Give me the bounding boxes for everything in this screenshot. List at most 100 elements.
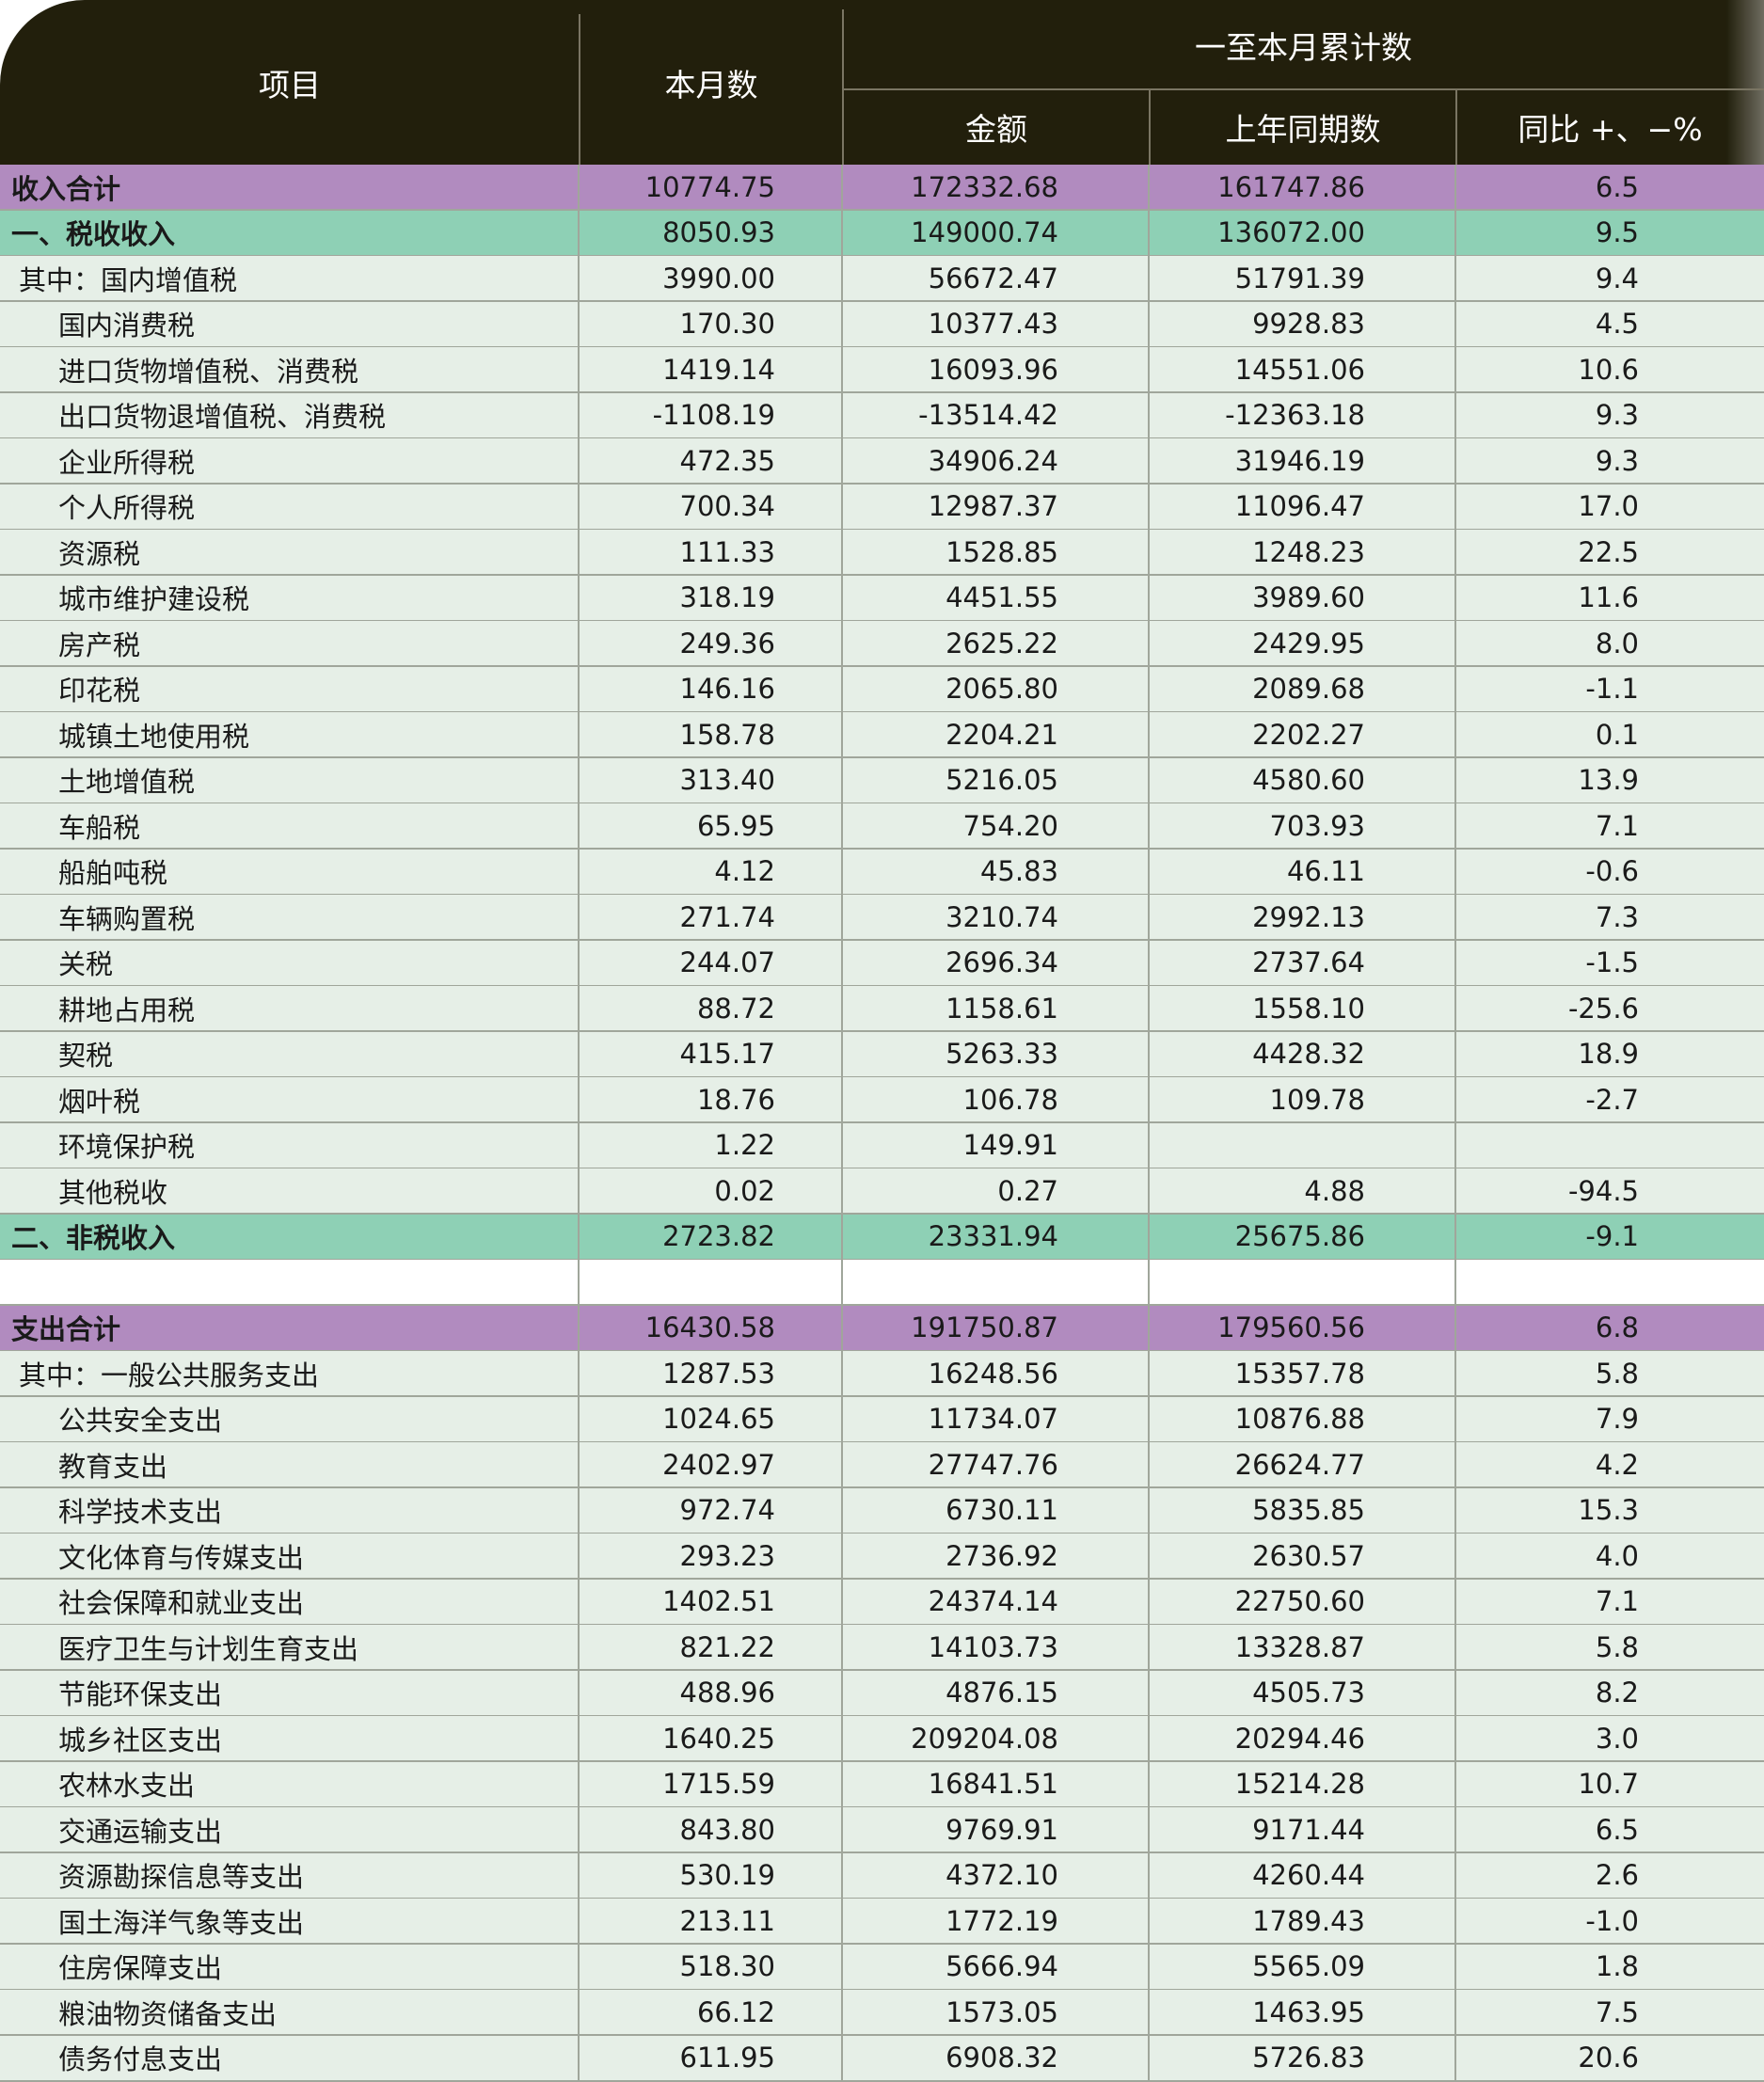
- row-label: 公共安全支出: [0, 1396, 580, 1443]
- table-row: 国内消费税 170.30 10377.43 9928.83 4.5: [0, 301, 1764, 348]
- row-yoy-value: 9.5: [1456, 211, 1764, 257]
- row-label: 其他税收: [0, 1168, 580, 1215]
- row-month-value: 821.22: [580, 1625, 843, 1671]
- row-label: 进口货物增值税、消费税: [0, 347, 580, 393]
- row-amount-value: 16248.56: [843, 1351, 1150, 1397]
- row-month-value: 843.80: [580, 1807, 843, 1853]
- row-amount-value: 10377.43: [843, 301, 1150, 348]
- row-amount-value: 2736.92: [843, 1534, 1150, 1580]
- header-shade: [1726, 0, 1764, 165]
- row-last-year-value: 2089.68: [1150, 666, 1456, 713]
- row-label: 船舶吨税: [0, 849, 580, 896]
- row-label: 城镇土地使用税: [0, 712, 580, 758]
- row-label: 教育支出: [0, 1442, 580, 1488]
- row-last-year-value: 13328.87: [1150, 1625, 1456, 1671]
- row-last-year-value: 1558.10: [1150, 986, 1456, 1032]
- row-yoy-value: 1.8: [1456, 1945, 1764, 1991]
- row-label: 粮油物资储备支出: [0, 1990, 580, 2036]
- row-label: 企业所得税: [0, 438, 580, 485]
- row-label: 国土海洋气象等支出: [0, 1899, 580, 1945]
- row-last-year-value: 46.11: [1150, 849, 1456, 896]
- row-label: 环境保护税: [0, 1122, 580, 1169]
- row-amount-value: 191750.87: [843, 1305, 1150, 1352]
- table-row: 收入合计 10774.75 172332.68 161747.86 6.5: [0, 165, 1764, 211]
- row-label: 土地增值税: [0, 757, 580, 804]
- table-row: 耕地占用税 88.72 1158.61 1558.10 -25.6: [0, 986, 1764, 1032]
- row-yoy-value: 8.2: [1456, 1671, 1764, 1717]
- row-yoy-value: 22.5: [1456, 530, 1764, 576]
- row-amount-value: 1573.05: [843, 1990, 1150, 2036]
- row-label: 交通运输支出: [0, 1807, 580, 1853]
- row-last-year-value: [1150, 1122, 1456, 1169]
- row-month-value: 249.36: [580, 621, 843, 667]
- row-label: 耕地占用税: [0, 986, 580, 1032]
- row-month-value: 313.40: [580, 757, 843, 804]
- row-yoy-value: [1456, 1123, 1764, 1169]
- row-label: 关税: [0, 940, 580, 987]
- row-amount-value: [843, 1260, 1150, 1306]
- row-last-year-value: 31946.19: [1150, 438, 1456, 485]
- row-last-year-value: 2429.95: [1150, 621, 1456, 667]
- table-row: 二、非税收入 2723.82 23331.94 25675.86 -9.1: [0, 1214, 1764, 1261]
- row-month-value: 271.74: [580, 895, 843, 941]
- header-cumulative: 一至本月累计数: [1195, 28, 1412, 66]
- row-month-value: 18.76: [580, 1077, 843, 1123]
- row-amount-value: 149.91: [843, 1122, 1150, 1169]
- row-label: 科学技术支出: [0, 1487, 580, 1534]
- row-last-year-value: 4260.44: [1150, 1852, 1456, 1899]
- row-yoy-value: 3.0: [1456, 1716, 1764, 1762]
- row-yoy-value: 18.9: [1456, 1032, 1764, 1078]
- table-row: 文化体育与传媒支出 293.23 2736.92 2630.57 4.0: [0, 1534, 1764, 1580]
- row-label: 二、非税收入: [0, 1214, 580, 1261]
- header-divider: [842, 9, 844, 165]
- table-row: 车辆购置税 271.74 3210.74 2992.13 7.3: [0, 895, 1764, 941]
- row-yoy-value: -1.5: [1456, 941, 1764, 987]
- row-yoy-value: 4.0: [1456, 1534, 1764, 1580]
- row-yoy-value: 20.6: [1456, 2036, 1764, 2082]
- row-month-value: 1640.25: [580, 1716, 843, 1762]
- row-label: 医疗卫生与计划生育支出: [0, 1625, 580, 1671]
- row-amount-value: 14103.73: [843, 1625, 1150, 1671]
- row-yoy-value: -25.6: [1456, 986, 1764, 1032]
- row-amount-value: 56672.47: [843, 256, 1150, 302]
- row-label: 资源勘探信息等支出: [0, 1852, 580, 1899]
- row-yoy-value: 2.6: [1456, 1853, 1764, 1899]
- row-yoy-value: 13.9: [1456, 758, 1764, 804]
- row-month-value: 472.35: [580, 438, 843, 485]
- row-last-year-value: 20294.46: [1150, 1716, 1456, 1762]
- row-month-value: 1402.51: [580, 1579, 843, 1626]
- row-last-year-value: 15357.78: [1150, 1351, 1456, 1397]
- row-amount-value: 11734.07: [843, 1396, 1150, 1443]
- row-month-value: 170.30: [580, 301, 843, 348]
- row-label: 其中：国内增值税: [0, 256, 580, 302]
- row-label: 收入合计: [0, 165, 580, 211]
- row-label: 文化体育与传媒支出: [0, 1534, 580, 1580]
- row-last-year-value: 10876.88: [1150, 1396, 1456, 1443]
- row-label: 契税: [0, 1031, 580, 1078]
- row-amount-value: 4372.10: [843, 1852, 1150, 1899]
- row-month-value: 0.02: [580, 1168, 843, 1215]
- row-month-value: 16430.58: [580, 1305, 843, 1352]
- row-amount-value: 23331.94: [843, 1214, 1150, 1261]
- row-amount-value: 6730.11: [843, 1487, 1150, 1534]
- row-month-value: 972.74: [580, 1487, 843, 1534]
- header-amount: 金额: [965, 111, 1027, 148]
- row-month-value: 1.22: [580, 1122, 843, 1169]
- row-yoy-value: 4.5: [1456, 302, 1764, 348]
- row-yoy-value: 5.8: [1456, 1625, 1764, 1671]
- row-yoy-value: -0.6: [1456, 850, 1764, 896]
- row-yoy-value: 9.3: [1456, 438, 1764, 485]
- row-yoy-value: -1.0: [1456, 1899, 1764, 1945]
- row-yoy-value: 9.3: [1456, 393, 1764, 439]
- table-row: 车船税 65.95 754.20 703.93 7.1: [0, 803, 1764, 850]
- table-row: 医疗卫生与计划生育支出 821.22 14103.73 13328.87 5.8: [0, 1625, 1764, 1671]
- row-last-year-value: 25675.86: [1150, 1214, 1456, 1261]
- row-yoy-value: 5.8: [1456, 1351, 1764, 1397]
- table-row: 环境保护税 1.22 149.91: [0, 1122, 1764, 1169]
- table-row: 烟叶税 18.76 106.78 109.78 -2.7: [0, 1077, 1764, 1123]
- row-label: 资源税: [0, 530, 580, 576]
- row-last-year-value: 4505.73: [1150, 1670, 1456, 1717]
- row-last-year-value: 4580.60: [1150, 757, 1456, 804]
- row-label: [0, 1260, 580, 1306]
- row-month-value: 10774.75: [580, 165, 843, 211]
